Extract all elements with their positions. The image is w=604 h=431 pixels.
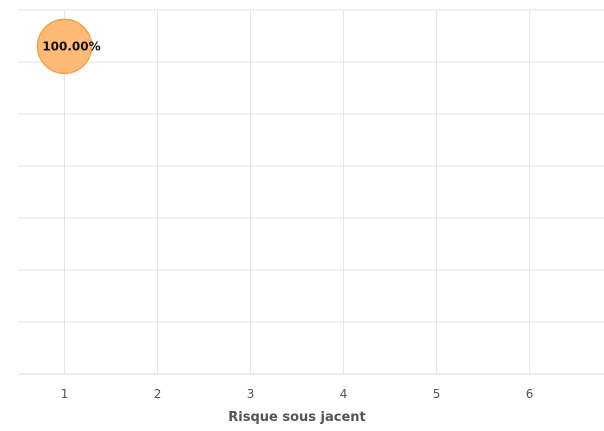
x-tick-label: 3	[247, 387, 255, 401]
grid	[18, 9, 604, 374]
x-tick-label: 1	[61, 387, 69, 401]
data-bubble[interactable]	[36, 18, 93, 75]
bubble-data-label: 100.00%	[42, 39, 100, 53]
x-axis-title: Risque sous jacent	[228, 410, 366, 425]
x-axis: 1 2 3 4 5 6	[18, 373, 604, 401]
x-tick-label: 2	[154, 387, 162, 401]
x-tick-label: 6	[526, 387, 534, 401]
x-tick-label: 4	[340, 387, 348, 401]
x-tick-label: 5	[433, 387, 441, 401]
data-points: 100.00%	[36, 18, 101, 75]
